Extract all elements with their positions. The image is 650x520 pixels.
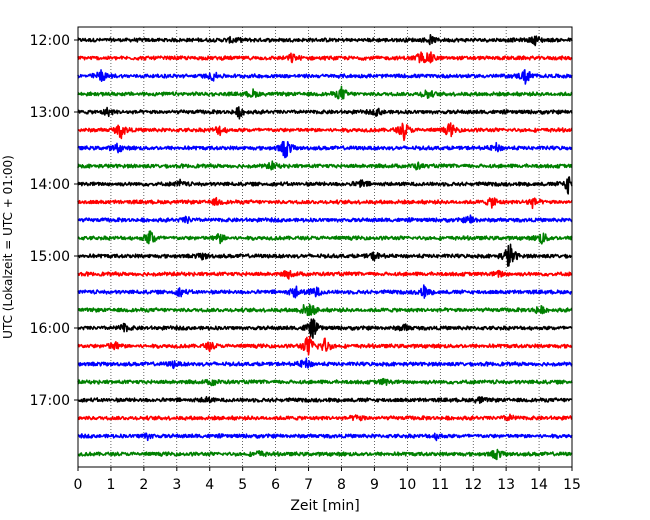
y-tick-label: 14:00 <box>30 177 70 193</box>
x-tick-label: 13 <box>497 477 515 493</box>
x-tick-label: 11 <box>431 477 449 493</box>
seismic-trace <box>77 51 573 64</box>
seismic-trace <box>77 69 573 85</box>
seismic-trace <box>77 318 573 339</box>
x-axis-label: Zeit [min] <box>290 498 359 514</box>
x-tick-label: 10 <box>398 477 416 493</box>
seismic-trace <box>77 432 573 442</box>
x-tick-label: 8 <box>337 477 346 493</box>
x-tick-label: 2 <box>139 477 148 493</box>
plot-frame <box>77 26 573 468</box>
seismic-trace <box>77 284 573 299</box>
y-tick-label: 12:00 <box>30 33 70 49</box>
seismic-trace <box>77 196 573 210</box>
y-tick-label: 16:00 <box>30 321 70 337</box>
seismic-trace <box>77 176 573 195</box>
y-tick-label: 17:00 <box>30 393 70 409</box>
seismic-trace <box>77 303 573 317</box>
x-tick-label: 0 <box>74 477 83 493</box>
seismic-trace <box>77 122 573 142</box>
seismic-trace <box>77 448 573 461</box>
seismic-trace <box>77 335 573 356</box>
x-tick-label: 4 <box>205 477 214 493</box>
y-axis-label: UTC (Lokalzeit = UTC + 01:00) <box>1 155 15 339</box>
seismic-trace <box>77 357 573 370</box>
x-tick-label: 12 <box>464 477 482 493</box>
traces-layer <box>77 33 573 461</box>
seismic-trace <box>77 214 573 225</box>
seismic-trace <box>77 377 573 387</box>
seismic-trace <box>77 106 573 120</box>
y-tick-label: 15:00 <box>30 249 70 265</box>
seismic-trace <box>77 33 573 47</box>
x-tick-label: 7 <box>304 477 313 493</box>
seismic-trace <box>77 160 573 171</box>
x-tick-label: 1 <box>106 477 115 493</box>
y-tick-label: 13:00 <box>30 105 70 121</box>
grid-layer <box>110 27 540 467</box>
seismic-trace <box>77 230 573 245</box>
seismic-trace <box>77 413 573 422</box>
x-tick-label: 9 <box>370 477 379 493</box>
x-tick-label: 3 <box>172 477 181 493</box>
seismic-trace <box>77 140 573 159</box>
x-tick-label: 6 <box>271 477 280 493</box>
x-tick-label: 15 <box>563 477 581 493</box>
seismic-trace <box>77 269 573 280</box>
seismic-trace <box>77 85 573 100</box>
x-axis-ticks: 0 1 2 3 4 5 6 7 8 9 10 11 12 13 14 15 <box>74 467 581 493</box>
y-axis-ticks: 12:00 13:00 14:00 15:00 16:00 17:00 <box>30 33 78 409</box>
seismic-trace <box>77 396 573 405</box>
x-tick-label: 14 <box>530 477 548 493</box>
seismic-trace <box>77 243 573 267</box>
x-tick-label: 5 <box>238 477 247 493</box>
